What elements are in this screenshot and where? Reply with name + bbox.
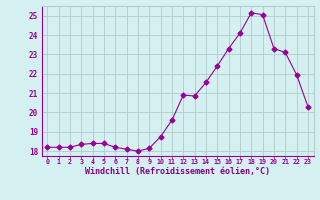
X-axis label: Windchill (Refroidissement éolien,°C): Windchill (Refroidissement éolien,°C) [85, 167, 270, 176]
